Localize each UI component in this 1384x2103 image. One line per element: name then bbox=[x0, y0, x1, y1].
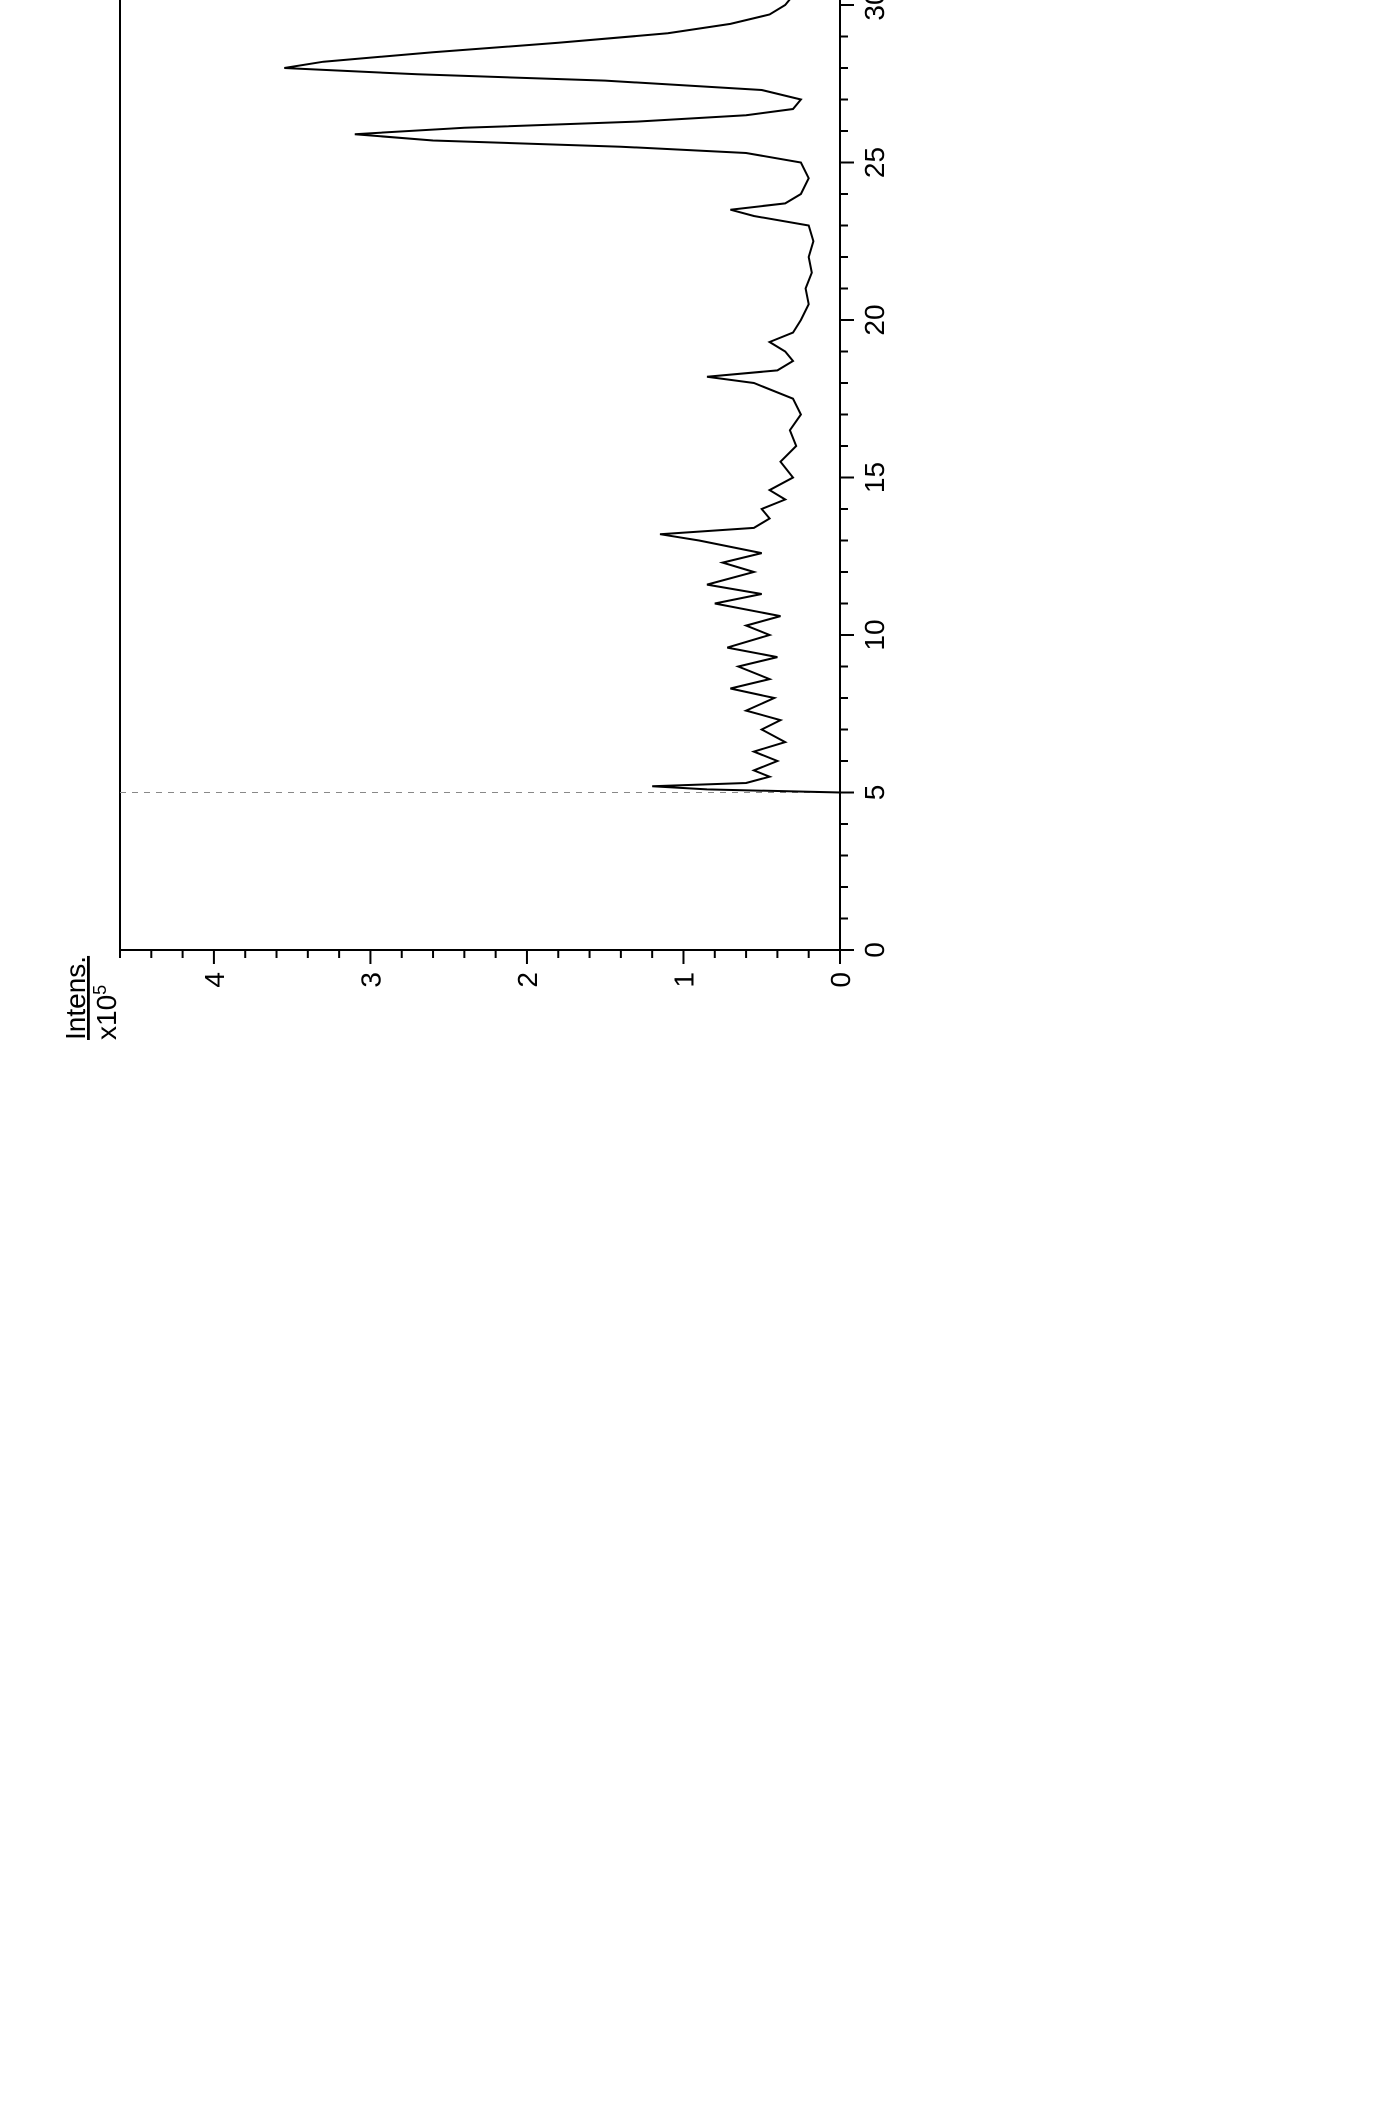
x-tick-label: 10 bbox=[859, 619, 890, 650]
y-tick-label: 2 bbox=[512, 972, 543, 988]
y-tick-label: 3 bbox=[355, 972, 386, 988]
y-label-line2: x105 bbox=[90, 985, 122, 1040]
x-tick-label: 5 bbox=[859, 785, 890, 801]
trace-TIC bbox=[284, 0, 840, 950]
x-tick-label: 0 bbox=[859, 942, 890, 958]
y-label-line1: Intens. bbox=[60, 956, 91, 1040]
x-tick-label: 15 bbox=[859, 462, 890, 493]
x-tick-label: 30 bbox=[859, 0, 890, 21]
y-tick-label: 4 bbox=[199, 972, 230, 988]
x-tick-label: 20 bbox=[859, 304, 890, 335]
y-tick-label: 0 bbox=[825, 972, 856, 988]
y-tick-label: 1 bbox=[668, 972, 699, 988]
x-tick-label: 25 bbox=[859, 147, 890, 178]
chromatogram-svg: 0510152025303501234Intens.x105Time [min] bbox=[50, 0, 920, 1050]
chromatogram-panel: 0510152025303501234Intens.x105Time [min] bbox=[50, 0, 950, 1050]
